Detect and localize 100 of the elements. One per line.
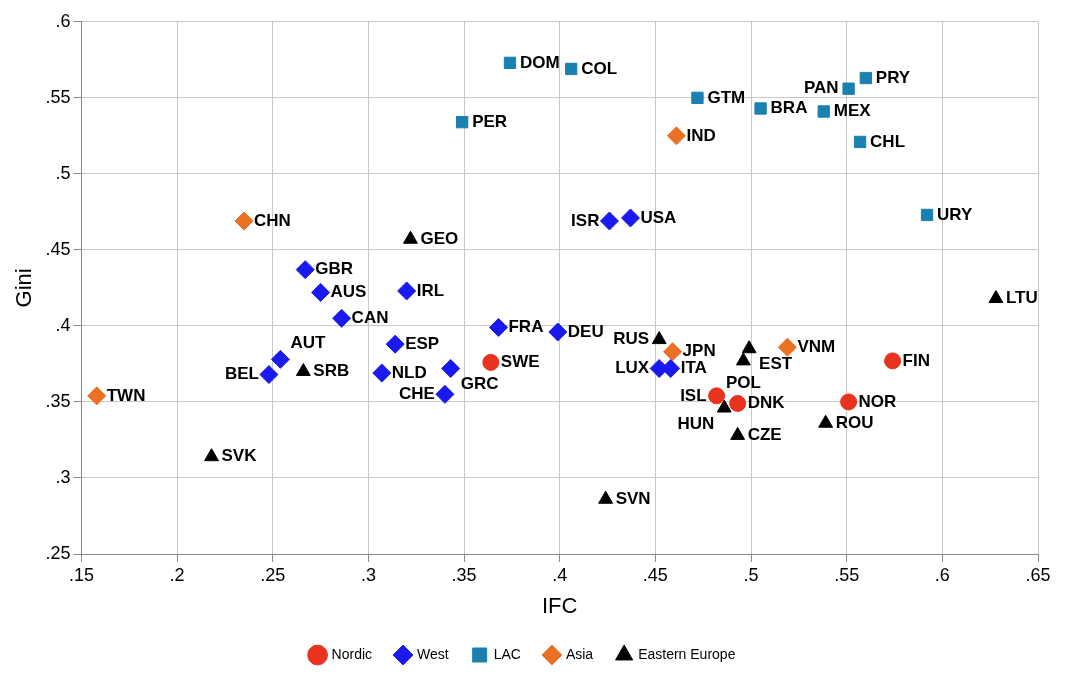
data-label: LTU xyxy=(1005,288,1038,308)
point xyxy=(385,334,405,354)
point xyxy=(920,208,934,222)
point xyxy=(651,331,667,345)
x-tick-label: .3 xyxy=(360,564,376,585)
point xyxy=(441,358,461,378)
legend-label: West xyxy=(417,645,449,662)
point xyxy=(435,384,455,404)
data-label: SVK xyxy=(221,446,258,466)
point xyxy=(548,322,568,342)
x-tick-label: .2 xyxy=(169,564,185,585)
data-label: IRL xyxy=(416,280,445,300)
point xyxy=(817,105,830,118)
point xyxy=(503,56,517,70)
point xyxy=(729,394,747,412)
legend-label: LAC xyxy=(493,645,521,662)
legend-label: Asia xyxy=(565,645,594,662)
data-label: ROU xyxy=(835,412,874,432)
point xyxy=(735,352,751,366)
point xyxy=(599,211,619,231)
x-tick-label: .25 xyxy=(260,564,286,585)
y-tick-label: .4 xyxy=(55,314,71,335)
point xyxy=(372,363,392,383)
data-label: PER xyxy=(472,111,508,131)
point xyxy=(741,340,757,354)
point xyxy=(403,230,418,244)
data-label: JPN xyxy=(682,341,716,361)
x-tick-label: .45 xyxy=(642,564,668,585)
data-label: AUT xyxy=(290,333,326,353)
point xyxy=(332,308,352,328)
point xyxy=(666,126,686,146)
data-label: GTM xyxy=(707,87,746,107)
data-label: CZE xyxy=(747,425,782,445)
data-label: CAN xyxy=(351,308,389,327)
y-tick-label: .25 xyxy=(45,542,71,563)
point xyxy=(859,71,872,85)
data-label: RUS xyxy=(613,329,650,349)
data-label: TWN xyxy=(106,385,146,405)
data-label: POL xyxy=(725,372,761,392)
data-label: URY xyxy=(937,204,973,224)
data-label: ISR xyxy=(571,210,600,230)
x-axis-title: IFC xyxy=(541,592,578,618)
data-label: MEX xyxy=(833,101,872,121)
data-label: IND xyxy=(686,125,716,145)
point xyxy=(87,386,107,406)
y-tick-label: .6 xyxy=(55,10,71,31)
data-label: DNK xyxy=(747,393,786,413)
data-label: CHN xyxy=(254,210,291,230)
point xyxy=(691,91,704,104)
point xyxy=(598,490,614,504)
point xyxy=(754,102,767,115)
point xyxy=(716,399,732,413)
x-tick-label: .65 xyxy=(1025,564,1051,585)
point xyxy=(565,62,578,76)
y-axis-title: Gini xyxy=(11,268,37,308)
x-tick-label: .55 xyxy=(834,564,860,585)
x-tick-label: .5 xyxy=(743,564,759,585)
point xyxy=(661,358,681,378)
data-label: PRY xyxy=(875,67,911,87)
y-tick-label: .5 xyxy=(55,162,71,183)
data-label: COL xyxy=(581,58,618,78)
data-label: GRC xyxy=(460,374,499,394)
data-label: FIN xyxy=(902,350,930,370)
point xyxy=(663,342,683,362)
point xyxy=(818,414,834,428)
data-label: FRA xyxy=(508,317,544,337)
point xyxy=(488,317,508,337)
data-label: ITA xyxy=(680,358,707,378)
data-label: DOM xyxy=(519,52,560,72)
x-tick-label: .6 xyxy=(934,564,950,585)
y-tick-label: .35 xyxy=(45,390,71,411)
point xyxy=(988,290,1004,304)
data-label: GEO xyxy=(420,228,459,248)
point xyxy=(270,349,290,369)
data-label: ESP xyxy=(405,333,440,353)
y-tick-label: .45 xyxy=(45,238,71,259)
x-tick-label: .4 xyxy=(552,564,568,585)
point xyxy=(234,211,254,231)
legend-label: Nordic xyxy=(331,645,373,662)
data-label: CHL xyxy=(870,131,906,151)
point xyxy=(730,426,746,440)
data-label: SRB xyxy=(313,361,350,381)
data-label: DEU xyxy=(567,321,604,341)
data-label: PAN xyxy=(803,78,839,98)
data-label: VNM xyxy=(797,336,836,356)
point xyxy=(259,365,279,385)
point xyxy=(311,282,331,302)
data-label: SVN xyxy=(615,488,651,508)
point xyxy=(397,281,417,301)
point xyxy=(884,352,902,370)
data-label: EST xyxy=(759,354,793,374)
point xyxy=(295,260,315,280)
data-label: NLD xyxy=(391,362,427,382)
data-label: ISL xyxy=(680,385,707,405)
data-label: GBR xyxy=(315,259,354,279)
data-label: USA xyxy=(640,207,677,227)
point xyxy=(482,353,500,371)
data-label: HUN xyxy=(677,413,715,433)
point xyxy=(204,448,219,462)
data-label: SWE xyxy=(500,352,540,372)
